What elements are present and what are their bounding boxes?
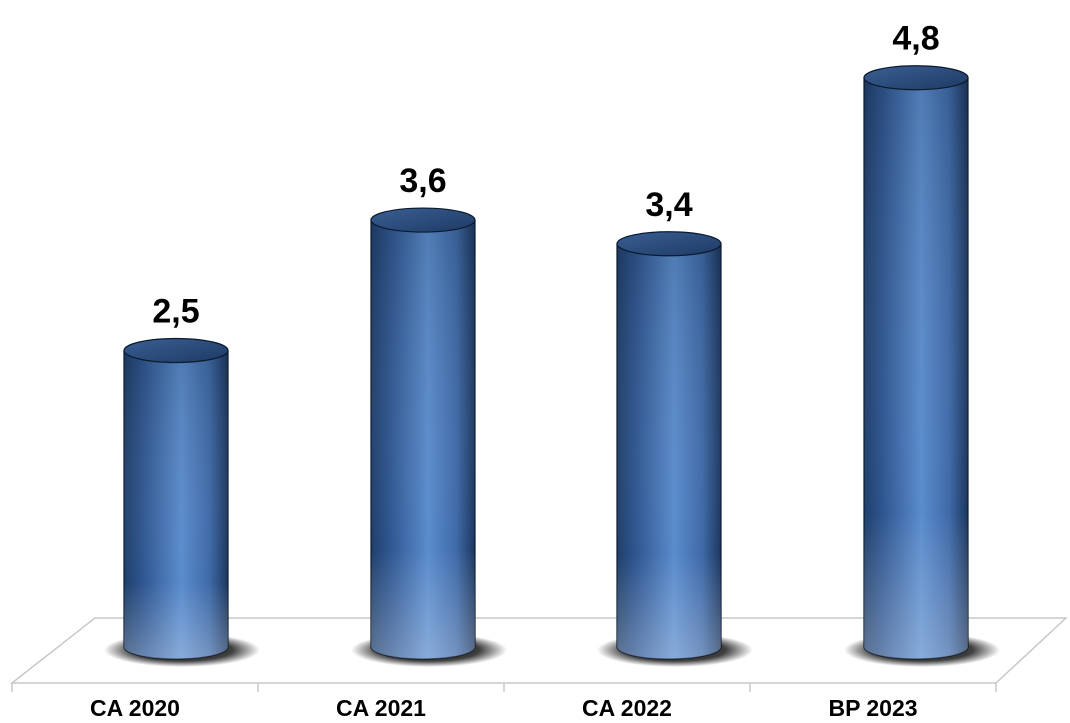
bar-top-cap bbox=[123, 337, 229, 364]
bar-ca-2021 bbox=[351, 207, 507, 667]
category-label: CA 2021 bbox=[336, 695, 426, 721]
bar-top-cap bbox=[370, 207, 476, 233]
floor-ticks bbox=[11, 683, 997, 692]
category-label: BP 2023 bbox=[828, 695, 917, 721]
chart-floor bbox=[9, 617, 1068, 684]
bar-shading bbox=[124, 350, 228, 659]
category-label: CA 2022 bbox=[582, 695, 672, 721]
bar-shading bbox=[864, 77, 968, 660]
value-label: 4,8 bbox=[892, 20, 939, 58]
bars-layer bbox=[104, 65, 1000, 667]
category-label: CA 2020 bbox=[90, 695, 180, 721]
bar-top-cap bbox=[863, 65, 969, 91]
bar-bp-2023 bbox=[844, 65, 1000, 667]
bar-shading bbox=[617, 243, 721, 659]
bar-top-cap bbox=[616, 231, 722, 257]
bar-ca-2022 bbox=[597, 231, 753, 667]
value-label: 3,6 bbox=[399, 162, 446, 200]
value-label: 3,4 bbox=[645, 186, 692, 224]
value-label: 2,5 bbox=[152, 293, 199, 331]
bar-ca-2020 bbox=[104, 337, 260, 667]
bar-shading bbox=[371, 220, 475, 660]
